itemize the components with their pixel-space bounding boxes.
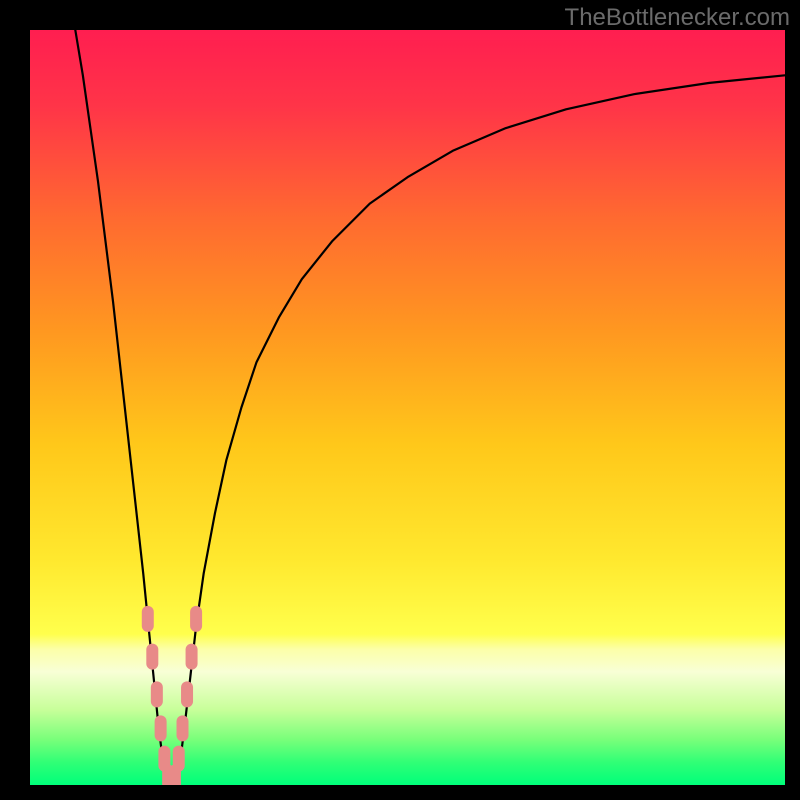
curve-marker (146, 644, 158, 670)
curve-marker (190, 606, 202, 632)
chart-container: TheBottlenecker.com (0, 0, 800, 800)
curve-markers (142, 606, 202, 785)
plot-area (30, 30, 785, 785)
bottleneck-curve (75, 30, 785, 783)
curve-marker (177, 715, 189, 741)
watermark-label: TheBottlenecker.com (565, 4, 790, 32)
curve-marker (173, 746, 185, 772)
curve-marker (151, 681, 163, 707)
curve-marker (181, 681, 193, 707)
curve-marker (142, 606, 154, 632)
curve-marker (155, 715, 167, 741)
curve-layer (30, 30, 785, 785)
curve-marker (186, 644, 198, 670)
